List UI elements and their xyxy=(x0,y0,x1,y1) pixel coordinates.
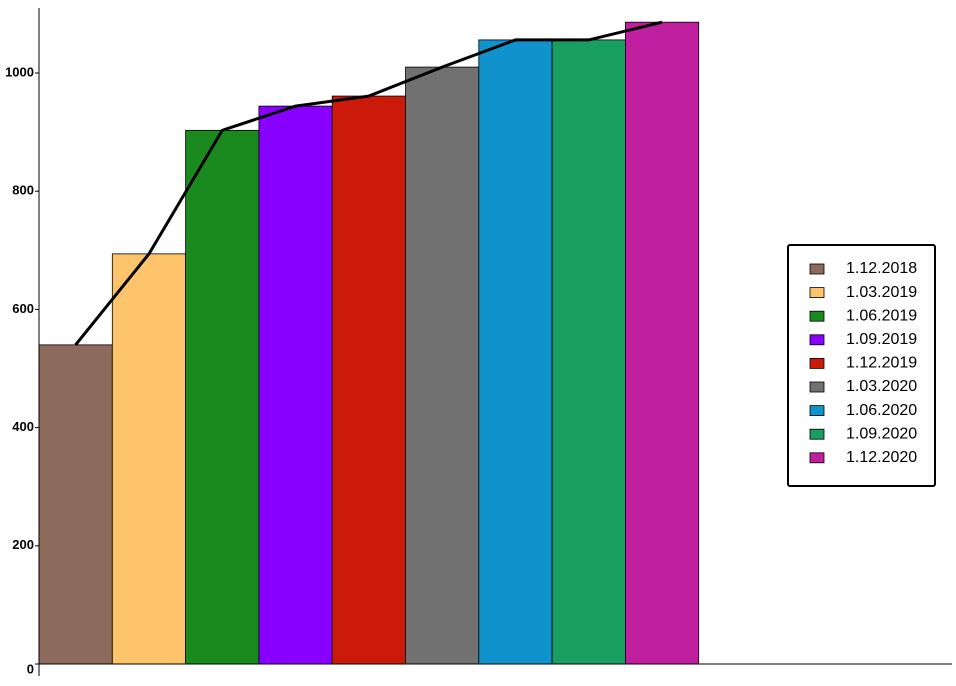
legend-label: 1.03.2019 xyxy=(846,284,917,301)
y-tick-label: 600 xyxy=(12,301,34,316)
legend: 1.12.2018 1.03.2019 1.06.2019 1.09.2019 1.12… xyxy=(787,244,936,487)
legend-swatch xyxy=(809,452,825,464)
bar xyxy=(111,253,187,665)
legend-swatch xyxy=(809,263,825,275)
y-tick-label: 400 xyxy=(12,419,34,434)
y-tick-label: 200 xyxy=(12,537,34,552)
trend-line xyxy=(74,20,663,346)
legend-swatch xyxy=(809,287,825,299)
legend-label: 1.03.2020 xyxy=(846,378,917,395)
legend-label: 1.12.2020 xyxy=(846,449,917,466)
bar xyxy=(625,21,700,665)
legend-label: 1.09.2019 xyxy=(846,331,917,348)
bar xyxy=(478,39,553,665)
bar xyxy=(551,39,626,665)
legend-swatch xyxy=(809,428,825,440)
legend-swatch xyxy=(809,405,825,417)
legend-label: 1.12.2019 xyxy=(846,355,917,372)
y-tick-label: 1000 xyxy=(5,64,34,79)
legend-swatch xyxy=(809,357,825,369)
legend-swatch xyxy=(809,310,825,322)
legend-label: 1.06.2020 xyxy=(846,402,917,419)
legend-swatch xyxy=(809,334,825,346)
bar xyxy=(258,105,333,665)
bar xyxy=(405,66,480,665)
y-tick-label: 0 xyxy=(27,661,34,676)
legend-box xyxy=(787,244,936,487)
legend-label: 1.09.2020 xyxy=(846,425,917,442)
bar xyxy=(331,95,406,665)
legend-swatch xyxy=(809,381,825,393)
bar xyxy=(185,129,260,665)
legend-label: 1.12.2018 xyxy=(846,260,917,277)
y-tick-label: 800 xyxy=(12,183,34,198)
legend-label: 1.06.2019 xyxy=(846,307,917,324)
bar xyxy=(38,344,113,665)
